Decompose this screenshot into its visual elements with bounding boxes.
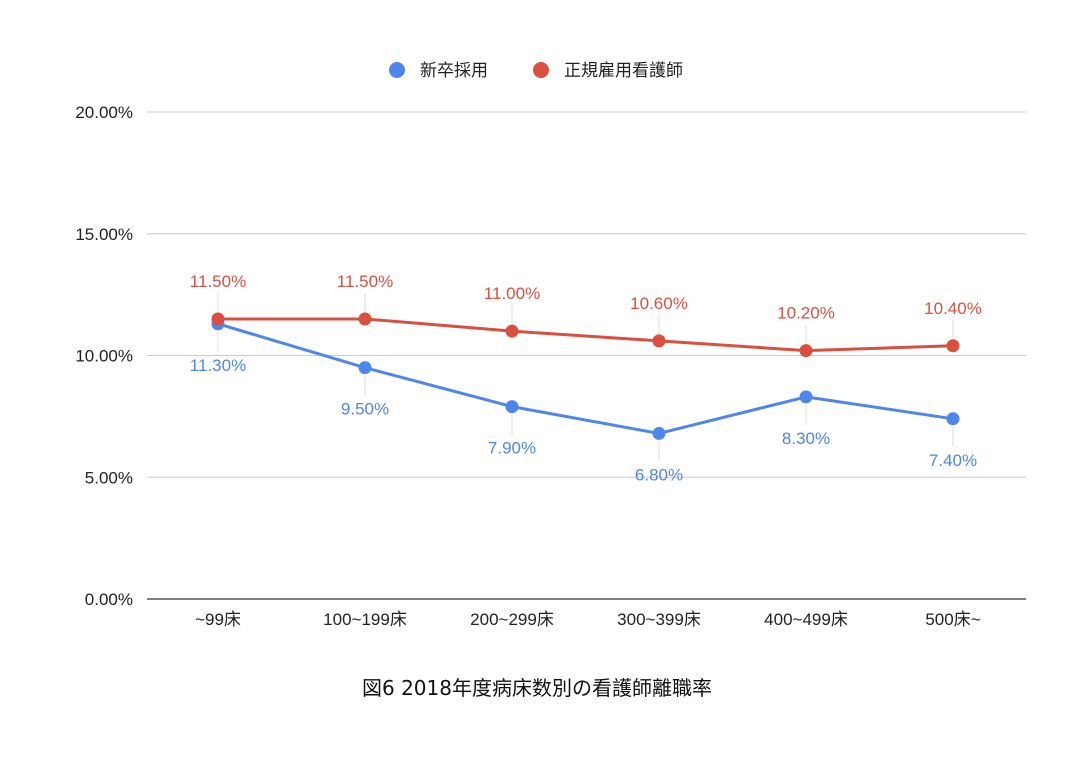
x-tick-label: 200~299床 [470, 610, 554, 629]
figure-caption: 図6 2018年度病床数別の看護師離職率 [362, 676, 712, 700]
data-label: 9.50% [341, 400, 389, 419]
data-point [652, 426, 666, 440]
data-point [211, 312, 225, 326]
data-labels: 11.30% 9.50% 7.90% 6.80% 8.30% 7.40% 11.50% 11.… [190, 272, 982, 484]
data-point [358, 312, 372, 326]
y-tick-label: 20.00% [75, 103, 133, 122]
data-label: 10.40% [924, 299, 982, 318]
y-tick-label: 10.00% [75, 347, 133, 366]
x-tick-label: 300~399床 [617, 610, 701, 629]
legend-marker [389, 62, 405, 78]
data-point [946, 412, 960, 426]
legend-marker [533, 62, 549, 78]
data-label: 6.80% [635, 465, 683, 484]
y-tick-label: 5.00% [85, 468, 133, 487]
x-tick-label: ~99床 [195, 610, 241, 629]
data-label: 8.30% [782, 429, 830, 448]
data-point [946, 339, 960, 353]
chart-legend: 新卒採用 正規雇用看護師 [389, 61, 683, 80]
data-point [799, 390, 813, 404]
data-point [505, 400, 519, 414]
series-line [218, 317, 954, 353]
label-leader-lines [217, 292, 954, 462]
grid-lines [147, 111, 1026, 600]
data-label: 7.90% [488, 439, 536, 458]
y-axis-tick-labels: 0.00% 5.00% 10.00% 15.00% 20.00% [75, 103, 133, 609]
data-point [358, 361, 372, 375]
series-line [217, 322, 954, 435]
legend-label: 正規雇用看護師 [564, 61, 683, 80]
data-label: 11.50% [190, 272, 246, 291]
data-label: 7.40% [929, 451, 977, 470]
legend-label: 新卒採用 [420, 61, 488, 80]
x-tick-label: 500床~ [925, 610, 980, 629]
data-label: 10.20% [777, 304, 835, 323]
series-lines [211, 312, 960, 440]
data-label: 11.50% [337, 272, 393, 291]
x-axis-tick-labels: ~99床 100~199床 200~299床 300~399床 400~499床 500床… [195, 610, 981, 629]
y-tick-label: 15.00% [75, 225, 133, 244]
x-tick-label: 400~499床 [764, 610, 848, 629]
data-point [799, 344, 813, 358]
y-tick-label: 0.00% [85, 590, 133, 609]
data-label: 10.60% [630, 294, 688, 313]
data-point [505, 324, 519, 338]
x-tick-label: 100~199床 [323, 610, 407, 629]
data-label: 11.00% [484, 284, 540, 303]
data-point [652, 334, 666, 348]
data-label: 11.30% [190, 356, 246, 375]
